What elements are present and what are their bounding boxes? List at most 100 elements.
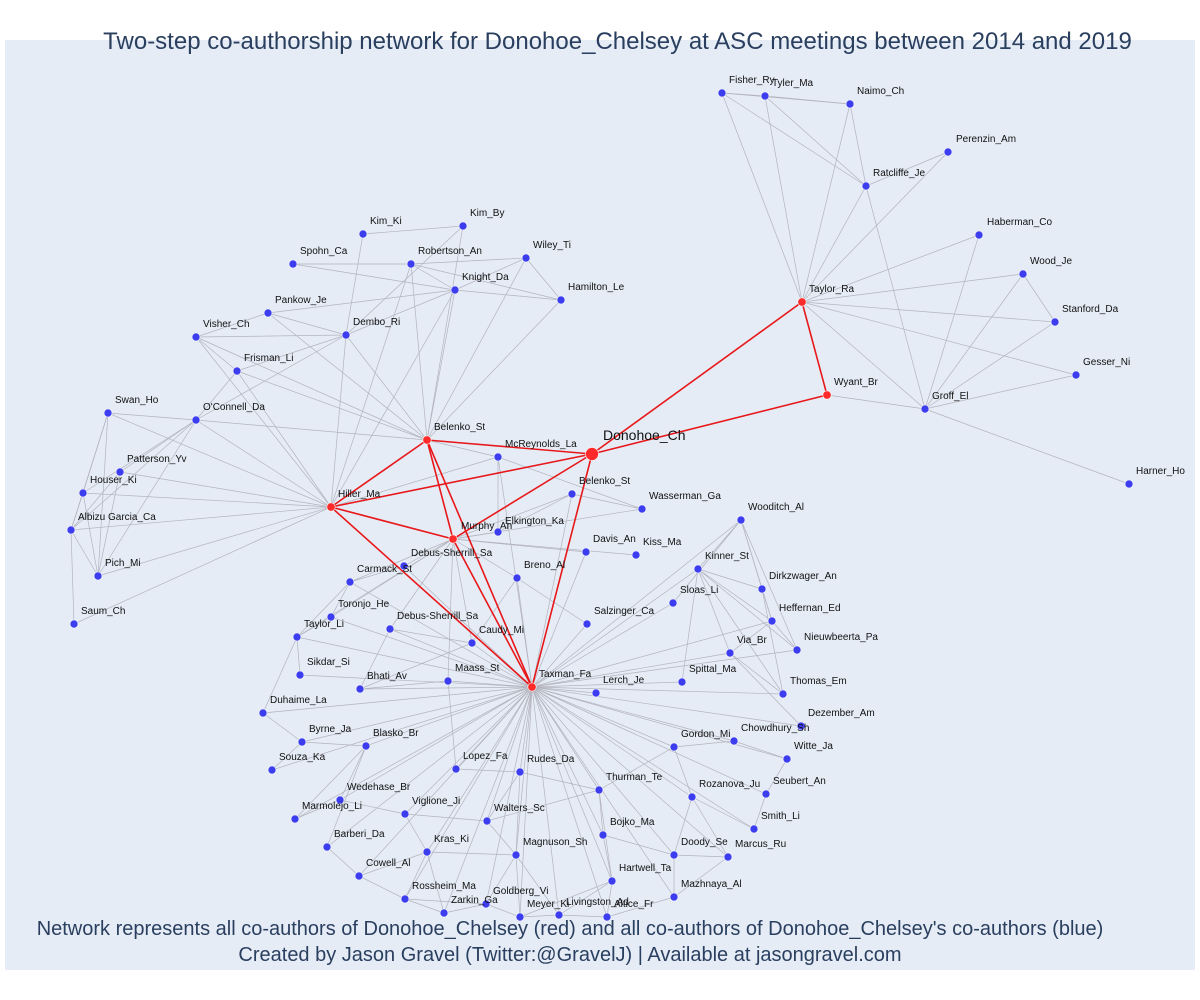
node-viglione-ji[interactable]: Viglione_Ji	[400, 796, 460, 819]
node-marker[interactable]	[598, 830, 608, 840]
node-via-br[interactable]: Via_Br	[725, 635, 768, 658]
node-marker[interactable]	[767, 616, 777, 626]
node-marker[interactable]	[521, 253, 531, 263]
node-marker[interactable]	[450, 285, 460, 295]
node-heffernan-ed[interactable]: Heffernan_Ed	[767, 603, 841, 626]
node-marker[interactable]	[761, 789, 771, 799]
node-pich-mi[interactable]: Pich_Mi	[93, 558, 141, 581]
node-ratcliffe-je[interactable]: Ratcliffe_Je	[861, 168, 926, 191]
node-marker[interactable]	[400, 894, 410, 904]
node-thurman-te[interactable]: Thurman_Te	[594, 772, 663, 795]
node-zarkin-ga[interactable]: Zarkin_Ga	[439, 895, 498, 918]
node-marker[interactable]	[757, 584, 767, 594]
node-marker[interactable]	[845, 99, 855, 109]
node-harner-ho[interactable]: Harner_Ho	[1124, 466, 1185, 489]
node-seubert-an[interactable]: Seubert_An	[761, 776, 826, 799]
node-marker[interactable]	[736, 515, 746, 525]
node-hamilton-le[interactable]: Hamilton_Le	[556, 282, 625, 305]
node-marker[interactable]	[326, 612, 336, 622]
node-groff-el[interactable]: Groff_El	[920, 391, 969, 414]
node-marker[interactable]	[602, 912, 612, 922]
node-saum-ch[interactable]: Saum_Ch	[69, 606, 125, 629]
node-chowdhury-sh[interactable]: Chowdhury_Sh	[729, 723, 809, 746]
node-gordon-mi[interactable]: Gordon_Mi	[669, 729, 730, 752]
node-dirkzwager-an[interactable]: Dirkzwager_An	[757, 571, 837, 594]
node-marker[interactable]	[103, 408, 113, 418]
node-nieuwbeerta-pa[interactable]: Nieuwbeerta_Pa	[792, 632, 878, 655]
node-marker[interactable]	[567, 489, 577, 499]
node-marker[interactable]	[669, 742, 679, 752]
node-naimo-ch[interactable]: Naimo_Ch	[845, 86, 904, 109]
node-marker[interactable]	[191, 332, 201, 342]
node-marker[interactable]	[677, 677, 687, 687]
node-rossheim-ma[interactable]: Rossheim_Ma	[400, 881, 476, 904]
node-oconnell-da[interactable]: O'Connell_Da	[191, 402, 265, 425]
node-marker[interactable]	[749, 824, 759, 834]
node-bojko-ma[interactable]: Bojko_Ma	[598, 817, 655, 840]
node-debus-sherrill-sa2[interactable]: Debus-Sherrill_Sa	[385, 611, 479, 634]
node-smith-li[interactable]: Smith_Li	[749, 811, 800, 834]
node-walters-sc[interactable]: Walters_Sc	[482, 803, 545, 826]
node-marker[interactable]	[448, 534, 458, 544]
node-blasko-br[interactable]: Blasko_Br	[361, 728, 419, 751]
node-marker[interactable]	[1071, 370, 1081, 380]
node-kinner-st[interactable]: Kinner_St	[693, 551, 749, 574]
node-marker[interactable]	[78, 488, 88, 498]
node-marker[interactable]	[481, 899, 491, 909]
node-marker[interactable]	[191, 415, 201, 425]
node-marker[interactable]	[482, 816, 492, 826]
node-marker[interactable]	[515, 912, 525, 922]
node-maass-st[interactable]: Maass_St	[443, 663, 500, 686]
node-marker[interactable]	[778, 689, 788, 699]
node-marker[interactable]	[361, 741, 371, 751]
node-marker[interactable]	[796, 721, 806, 731]
node-visher-ch[interactable]: Visher_Ch	[191, 319, 250, 342]
node-hartwell-ta[interactable]: Hartwell_Ta	[607, 863, 672, 886]
node-cowell-al[interactable]: Cowell_Al	[354, 858, 410, 881]
node-belenko-st[interactable]: Belenko_St	[422, 422, 486, 445]
node-mazhnaya-al[interactable]: Mazhnaya_Al	[669, 879, 742, 902]
node-barberi-da[interactable]: Barberi_Da	[322, 829, 385, 852]
node-kim-ki[interactable]: Kim_Ki	[358, 216, 402, 239]
node-wasserman-ga[interactable]: Wasserman_Ga	[637, 491, 721, 514]
node-marker[interactable]	[591, 688, 601, 698]
node-marker[interactable]	[297, 737, 307, 747]
node-lerch-je[interactable]: Lerch_Je	[591, 675, 645, 698]
node-swan-ho[interactable]: Swan_Ho	[103, 395, 159, 418]
node-wyant-br[interactable]: Wyant_Br	[822, 377, 879, 400]
node-marker[interactable]	[295, 670, 305, 680]
node-marker[interactable]	[725, 648, 735, 658]
node-kiss-ma[interactable]: Kiss_Ma	[631, 537, 682, 560]
node-taylor-ra[interactable]: Taylor_Ra	[797, 284, 855, 307]
node-spittal-ma[interactable]: Spittal_Ma	[677, 664, 737, 687]
node-kras-ki[interactable]: Kras_Ki	[422, 834, 469, 857]
node-murphy-an[interactable]: Murphy_An	[448, 521, 512, 544]
node-marker[interactable]	[585, 447, 599, 461]
node-marker[interactable]	[797, 297, 807, 307]
node-marker[interactable]	[554, 910, 564, 920]
node-wiley-ti[interactable]: Wiley_Ti	[521, 240, 571, 263]
node-marker[interactable]	[443, 676, 453, 686]
node-marker[interactable]	[511, 850, 521, 860]
node-marker[interactable]	[974, 230, 984, 240]
node-marker[interactable]	[943, 147, 953, 157]
node-marker[interactable]	[385, 624, 395, 634]
node-marker[interactable]	[515, 767, 525, 777]
node-marker[interactable]	[631, 550, 641, 560]
node-marker[interactable]	[512, 573, 522, 583]
node-marker[interactable]	[792, 645, 802, 655]
node-thomas-em[interactable]: Thomas_Em	[778, 676, 847, 699]
node-houser-ki[interactable]: Houser_Ki	[78, 475, 137, 498]
node-marker[interactable]	[729, 736, 739, 746]
node-marker[interactable]	[760, 91, 770, 101]
node-toronjo-he[interactable]: Toronjo_He	[326, 599, 390, 622]
node-goldberg-vi[interactable]: Goldberg_Vi	[481, 886, 548, 909]
node-taylor-li[interactable]: Taylor_Li	[292, 619, 344, 642]
node-marker[interactable]	[861, 181, 871, 191]
node-byrne-ja[interactable]: Byrne_Ja	[297, 724, 352, 747]
node-marker[interactable]	[115, 467, 125, 477]
node-dembo-ri[interactable]: Dembo_Ri	[341, 317, 400, 340]
node-kim-by[interactable]: Kim_By	[458, 208, 504, 231]
node-marker[interactable]	[581, 547, 591, 557]
node-sloas-li[interactable]: Sloas_Li	[668, 585, 718, 608]
